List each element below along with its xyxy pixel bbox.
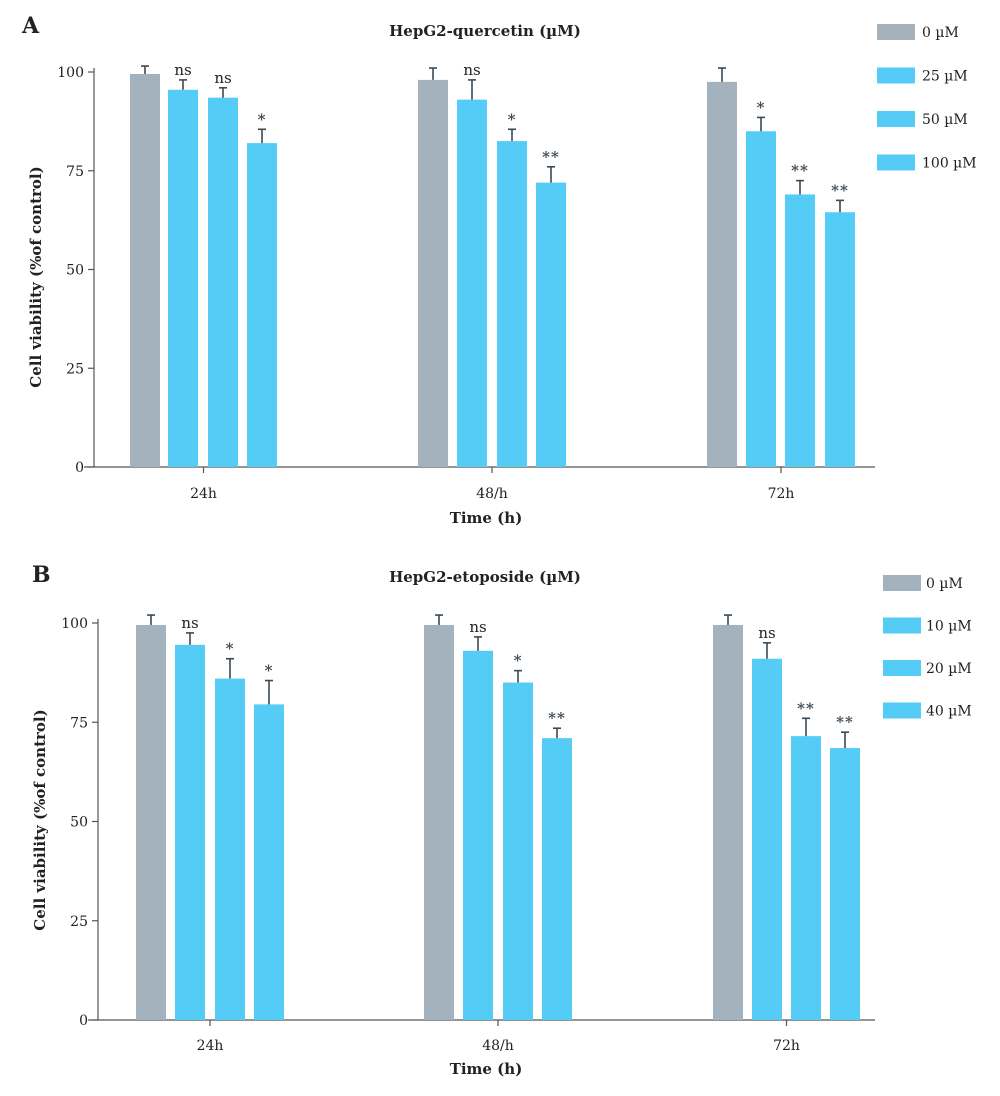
y-tick-label: 100: [61, 616, 88, 632]
bar: [497, 141, 527, 467]
y-tick-label: 75: [70, 715, 88, 731]
legend-swatch: [883, 702, 921, 719]
panel-b-x-axis-label: Time (h): [450, 1060, 523, 1078]
legend-swatch: [877, 67, 915, 84]
bar: [215, 678, 245, 1020]
x-tick-label: 24h: [190, 486, 217, 502]
bar: [785, 194, 815, 467]
panel-a-legend: 0 µM 25 µM 50 µM 100 µM: [877, 24, 977, 172]
legend-swatch: [877, 154, 915, 171]
y-tick-label: 50: [66, 263, 84, 279]
y-tick-label: 25: [66, 361, 84, 377]
significance-label: **: [831, 181, 849, 199]
bar: [247, 143, 277, 467]
legend-swatch: [883, 617, 921, 634]
panel-b-y-axis-label: Cell viability (%of control): [31, 709, 49, 930]
x-tick-label: 72h: [768, 486, 795, 502]
y-tick-label: 0: [75, 460, 84, 476]
legend-swatch: [883, 575, 921, 591]
legend-swatch: [883, 660, 921, 676]
bar: [830, 748, 860, 1020]
bar: [208, 97, 238, 468]
significance-label: *: [508, 110, 517, 128]
bar: [457, 99, 487, 468]
significance-label: ns: [758, 624, 775, 642]
panel-a: A HepG2-quercetin (µM) Cell viability (%…: [21, 13, 977, 527]
y-tick-label: 75: [66, 164, 84, 180]
bar: [707, 81, 737, 467]
bar: [746, 131, 776, 467]
significance-label: ns: [463, 61, 480, 79]
significance-label: ns: [174, 61, 191, 79]
panel-a-x-axis-label: Time (h): [450, 509, 523, 527]
y-tick-label: 0: [79, 1013, 88, 1029]
bar: [175, 644, 205, 1020]
legend-label: 0 µM: [926, 576, 963, 592]
significance-label: ns: [214, 69, 231, 87]
bar: [418, 79, 448, 468]
bar: [136, 624, 166, 1020]
x-tick-label: 48/h: [482, 1038, 514, 1054]
y-tick-label: 50: [70, 815, 88, 831]
significance-label: **: [548, 709, 566, 727]
significance-label: *: [265, 662, 274, 680]
x-tick-label: 24h: [197, 1038, 224, 1054]
panel-b-legend: 0 µM 10 µM 20 µM 40 µM: [883, 575, 972, 720]
bar: [424, 624, 454, 1020]
panel-b-letter: B: [32, 562, 51, 588]
legend-swatch: [877, 111, 915, 127]
x-tick-label: 72h: [773, 1038, 800, 1054]
bar: [254, 704, 284, 1020]
significance-label: **: [542, 148, 560, 166]
significance-label: **: [791, 162, 809, 180]
significance-label: *: [514, 652, 523, 670]
bar: [752, 658, 782, 1020]
significance-label: *: [226, 640, 235, 658]
legend-label: 25 µM: [922, 69, 968, 85]
legend-label: 100 µM: [922, 156, 977, 172]
bar: [713, 624, 743, 1020]
y-tick-label: 100: [57, 65, 84, 81]
significance-label: *: [757, 98, 766, 116]
bar: [542, 738, 572, 1020]
legend-swatch: [877, 24, 915, 40]
bar: [130, 73, 160, 467]
legend-label: 0 µM: [922, 25, 959, 41]
significance-label: ns: [181, 614, 198, 632]
bar: [168, 89, 198, 468]
panel-b-title: HepG2-etoposide (µM): [389, 568, 581, 586]
significance-label: ns: [469, 618, 486, 636]
legend-label: 40 µM: [926, 704, 972, 720]
panel-b: B HepG2-etoposide (µM) Cell viability (%…: [31, 562, 972, 1078]
bar: [463, 650, 493, 1020]
significance-label: **: [797, 699, 815, 717]
panel-a-letter: A: [21, 13, 40, 39]
legend-label: 50 µM: [922, 112, 968, 128]
bar: [503, 682, 533, 1020]
y-tick-label: 25: [70, 914, 88, 930]
significance-label: *: [258, 110, 267, 128]
bar: [791, 736, 821, 1020]
panel-a-y-axis-label: Cell viability (%of control): [27, 166, 45, 387]
bar: [825, 212, 855, 467]
bar: [536, 182, 566, 467]
significance-label: **: [836, 713, 854, 731]
legend-label: 10 µM: [926, 619, 972, 635]
legend-label: 20 µM: [926, 661, 972, 677]
x-tick-label: 48/h: [476, 486, 508, 502]
panel-a-title: HepG2-quercetin (µM): [389, 22, 581, 40]
